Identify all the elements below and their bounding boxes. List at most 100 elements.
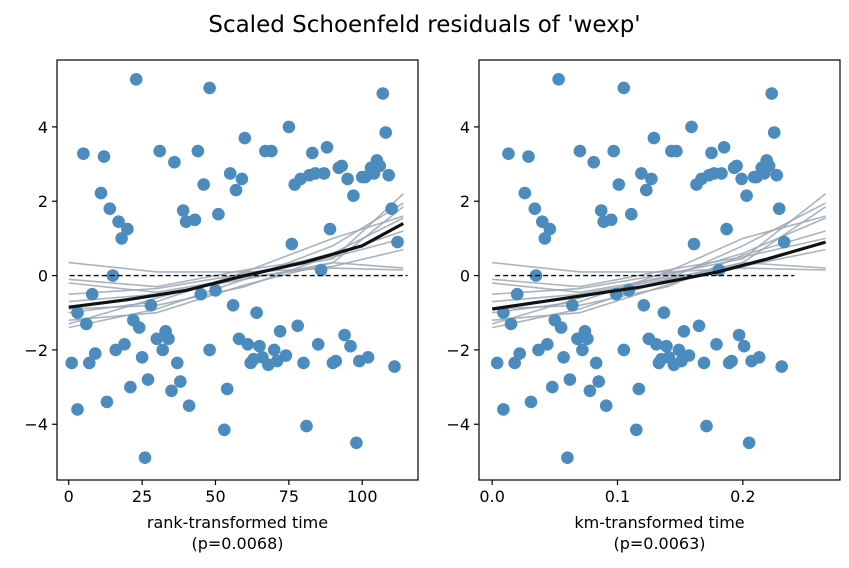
residual-point xyxy=(250,306,263,320)
x-tick-label: 25 xyxy=(132,487,152,506)
x-tick-label: 0.1 xyxy=(605,487,630,506)
residual-point xyxy=(632,382,646,396)
lowess-line xyxy=(491,240,827,311)
residual-point xyxy=(612,178,626,191)
residual-point xyxy=(144,299,158,312)
bootstrap-lowess-line xyxy=(492,206,827,321)
residual-point xyxy=(203,81,216,95)
residual-point xyxy=(566,299,579,312)
residual-point xyxy=(309,167,322,180)
residual-point xyxy=(241,338,255,351)
residual-point xyxy=(132,321,146,334)
residual-point xyxy=(182,399,196,413)
residual-point xyxy=(765,87,778,100)
p-value-label: (p=0.0063) xyxy=(613,534,705,553)
residual-point xyxy=(552,73,565,86)
residual-point xyxy=(71,306,84,320)
y-tick-label: −4 xyxy=(446,415,470,434)
y-tick-label: −4 xyxy=(24,415,48,434)
residual-point xyxy=(311,338,325,351)
residual-point xyxy=(124,380,137,394)
residual-point xyxy=(385,202,398,215)
bootstrap-lowess-line xyxy=(68,261,404,303)
residual-point xyxy=(220,382,234,396)
residual-point xyxy=(752,351,766,364)
residual-point xyxy=(165,384,178,398)
residual-point xyxy=(85,287,99,301)
plot-area xyxy=(490,73,827,465)
residual-point xyxy=(156,343,169,357)
residual-point xyxy=(212,207,225,221)
residual-point xyxy=(510,287,524,301)
residual-point xyxy=(635,167,648,180)
residual-point xyxy=(171,356,184,370)
y-tick-label: 0 xyxy=(460,267,470,286)
residual-point xyxy=(129,73,143,86)
p-value-label: (p=0.0068) xyxy=(191,534,283,553)
residual-point xyxy=(176,204,190,217)
residual-point xyxy=(382,168,396,182)
residual-point xyxy=(737,339,751,353)
y-tick-label: −2 xyxy=(446,341,470,360)
residual-point xyxy=(153,144,166,158)
residual-point xyxy=(209,284,222,297)
residual-point xyxy=(341,172,354,186)
residual-point xyxy=(504,317,518,331)
residual-point xyxy=(583,384,597,398)
residual-point xyxy=(77,147,90,160)
residual-point xyxy=(188,213,202,227)
residual-point xyxy=(599,399,613,413)
residual-point xyxy=(604,213,618,227)
residual-point xyxy=(112,215,125,228)
residual-point xyxy=(203,343,216,357)
residual-point xyxy=(297,356,310,370)
residual-point xyxy=(692,319,706,333)
residual-point xyxy=(650,338,663,351)
residual-point xyxy=(587,155,600,169)
panel-1: −4 −2 0 2 4 0 25 50 75 100 rank-transformed time (p… xyxy=(24,59,419,553)
y-tick-label: 4 xyxy=(460,118,470,137)
residual-point xyxy=(97,150,111,163)
panel-frame xyxy=(478,59,841,481)
residual-point xyxy=(285,237,299,251)
y-tick-label: 4 xyxy=(38,118,48,137)
residual-point xyxy=(229,183,243,197)
residual-point xyxy=(388,360,401,373)
residual-point xyxy=(83,356,96,370)
residual-point xyxy=(282,120,296,134)
residual-point xyxy=(710,338,723,351)
residual-point xyxy=(279,349,293,362)
residual-point xyxy=(625,207,638,221)
residual-point xyxy=(191,144,205,158)
residual-point xyxy=(338,328,351,342)
residual-point xyxy=(350,436,363,450)
residual-point xyxy=(223,167,237,180)
residual-point xyxy=(162,332,175,346)
residual-point xyxy=(770,168,783,182)
residual-point xyxy=(538,232,552,245)
residual-point xyxy=(226,299,240,312)
residual-point xyxy=(730,159,743,173)
residual-point xyxy=(630,423,643,437)
residual-point xyxy=(103,202,117,215)
residual-point xyxy=(524,395,538,409)
residual-point xyxy=(557,351,570,364)
residual-point xyxy=(592,375,605,388)
residual-point xyxy=(732,328,746,342)
residual-point xyxy=(373,159,387,173)
residual-point xyxy=(645,172,658,186)
residual-point xyxy=(94,186,108,200)
residual-point xyxy=(762,159,776,173)
bootstrap-lowess-line xyxy=(492,248,826,294)
residual-point xyxy=(522,150,535,163)
residual-point xyxy=(742,436,756,450)
x-tick-label: 0 xyxy=(64,487,74,506)
residual-point xyxy=(174,375,187,388)
residual-point xyxy=(218,423,231,437)
residual-point xyxy=(273,325,287,338)
residual-point xyxy=(740,189,753,202)
residual-point xyxy=(88,347,102,360)
residual-point xyxy=(379,126,393,139)
residual-point xyxy=(682,349,696,362)
y-tick-label: 2 xyxy=(38,192,48,211)
